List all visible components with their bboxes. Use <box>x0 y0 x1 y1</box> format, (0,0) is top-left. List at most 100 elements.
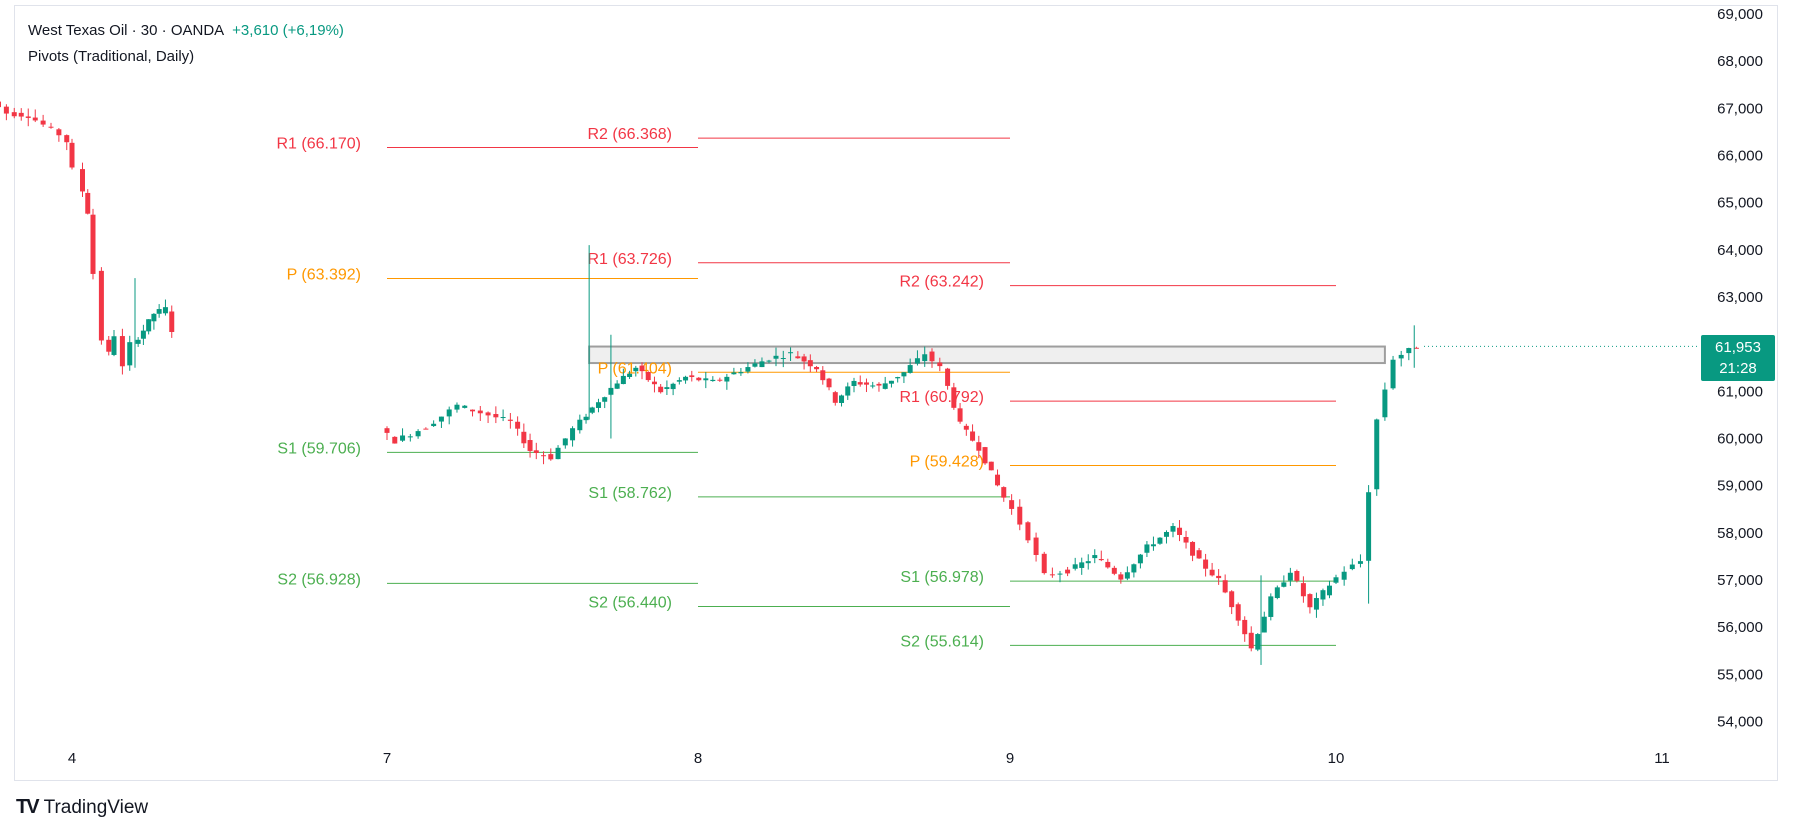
candle-body <box>795 356 801 359</box>
candle-body <box>1041 553 1047 574</box>
candle-body <box>888 380 894 384</box>
candle-body <box>392 436 398 444</box>
candle-body <box>1001 487 1007 498</box>
candle-body <box>1057 573 1063 575</box>
candle-body <box>1183 536 1189 543</box>
indicator-title[interactable]: Pivots (Traditional, Daily) <box>28 48 195 65</box>
tradingview-logo-icon: TV <box>16 796 40 818</box>
pivot-label: R2 (63.242) <box>900 274 985 291</box>
candle-body <box>759 361 765 368</box>
candle-body <box>731 372 737 375</box>
candle-body <box>914 358 920 364</box>
candle-body <box>477 410 483 414</box>
candle-body <box>738 372 744 374</box>
pivot-label: R1 (66.170) <box>277 135 362 152</box>
candle-body <box>832 392 838 403</box>
symbol-row[interactable]: West Texas Oil · 30 · OANDA +3,610 (+6,19… <box>28 18 344 44</box>
x-tick-label: 8 <box>694 750 702 767</box>
resistance-zone <box>588 345 1386 365</box>
candle-body <box>676 380 682 382</box>
candle-body <box>752 363 758 367</box>
candle-body <box>633 367 639 372</box>
candle-body <box>64 135 70 143</box>
candle-body <box>970 431 976 441</box>
candle-body <box>3 106 9 114</box>
candle-body <box>696 377 702 381</box>
candle-body <box>710 379 716 382</box>
candle-body <box>1017 506 1023 525</box>
y-tick-label: 54,000 <box>1717 714 1763 731</box>
candle-body <box>951 387 957 408</box>
y-tick-label: 58,000 <box>1717 525 1763 542</box>
candle-body <box>1150 544 1156 547</box>
candle-body <box>1287 572 1293 581</box>
candle-body <box>1300 583 1306 597</box>
candle-body <box>80 169 85 192</box>
symbol-title[interactable]: West Texas Oil · 30 · OANDA <box>28 22 225 39</box>
candle-body <box>929 351 935 362</box>
candle-body <box>1349 564 1355 570</box>
y-tick-label: 56,000 <box>1717 619 1763 636</box>
candle-body <box>1072 564 1078 569</box>
pivot-label: S1 (58.762) <box>588 485 672 502</box>
candle-body <box>32 117 38 121</box>
y-tick-label: 66,000 <box>1717 148 1763 165</box>
candle-body <box>882 383 888 389</box>
candle-body <box>1248 632 1254 649</box>
candle-body <box>1065 569 1071 574</box>
candle-body <box>1025 522 1031 541</box>
pivot-label: R1 (63.726) <box>588 251 673 268</box>
candle-body <box>901 372 907 377</box>
candle-body <box>1170 526 1176 532</box>
candle-body <box>146 319 152 332</box>
candle-body <box>1033 537 1039 555</box>
candle-body <box>807 360 813 367</box>
candle-body <box>1366 492 1372 561</box>
candle-body <box>56 129 62 136</box>
candle-body <box>1235 604 1241 621</box>
candle-body <box>839 395 845 403</box>
candle-body <box>462 405 468 408</box>
x-tick-label: 4 <box>68 750 76 767</box>
candle-body <box>857 382 863 385</box>
pivot-label: S2 (55.614) <box>900 633 984 650</box>
candle-body <box>1177 527 1183 535</box>
candle-body <box>1281 582 1287 587</box>
candle-body <box>788 352 794 354</box>
candle-body <box>895 377 901 379</box>
candle-body <box>1390 359 1396 389</box>
candle-body <box>870 385 876 387</box>
chart-frame <box>14 5 1778 781</box>
candle-body <box>1294 571 1300 581</box>
candle-body <box>1124 572 1130 579</box>
candle-body <box>766 360 772 362</box>
candle-body <box>1333 577 1339 583</box>
candle-body <box>820 370 826 381</box>
y-tick-label: 67,000 <box>1717 100 1763 117</box>
indicator-row[interactable]: Pivots (Traditional, Daily) <box>28 44 344 70</box>
candle-body <box>627 373 633 378</box>
candle-body <box>1242 619 1248 635</box>
candle-body <box>140 330 146 339</box>
tradingview-logo[interactable]: TV TradingView <box>16 796 148 819</box>
candle-body <box>541 455 547 457</box>
candle-body <box>639 365 645 372</box>
candle-body <box>1382 389 1388 418</box>
y-tick-label: 59,000 <box>1717 478 1763 495</box>
candle-body <box>1222 580 1228 593</box>
candle-body <box>1406 348 1412 354</box>
candle-body <box>826 378 832 388</box>
candle-body <box>1216 575 1222 579</box>
candle-body <box>773 355 779 359</box>
candle-body <box>1111 567 1117 574</box>
candle-body <box>135 339 141 344</box>
candle-body <box>11 112 17 117</box>
candle-body <box>1313 598 1319 610</box>
candle-body <box>724 376 730 382</box>
candle-body <box>507 419 513 421</box>
candle-body <box>957 408 963 422</box>
candle-body <box>670 383 676 390</box>
candle-body <box>1274 587 1280 599</box>
candle-body <box>533 450 539 453</box>
